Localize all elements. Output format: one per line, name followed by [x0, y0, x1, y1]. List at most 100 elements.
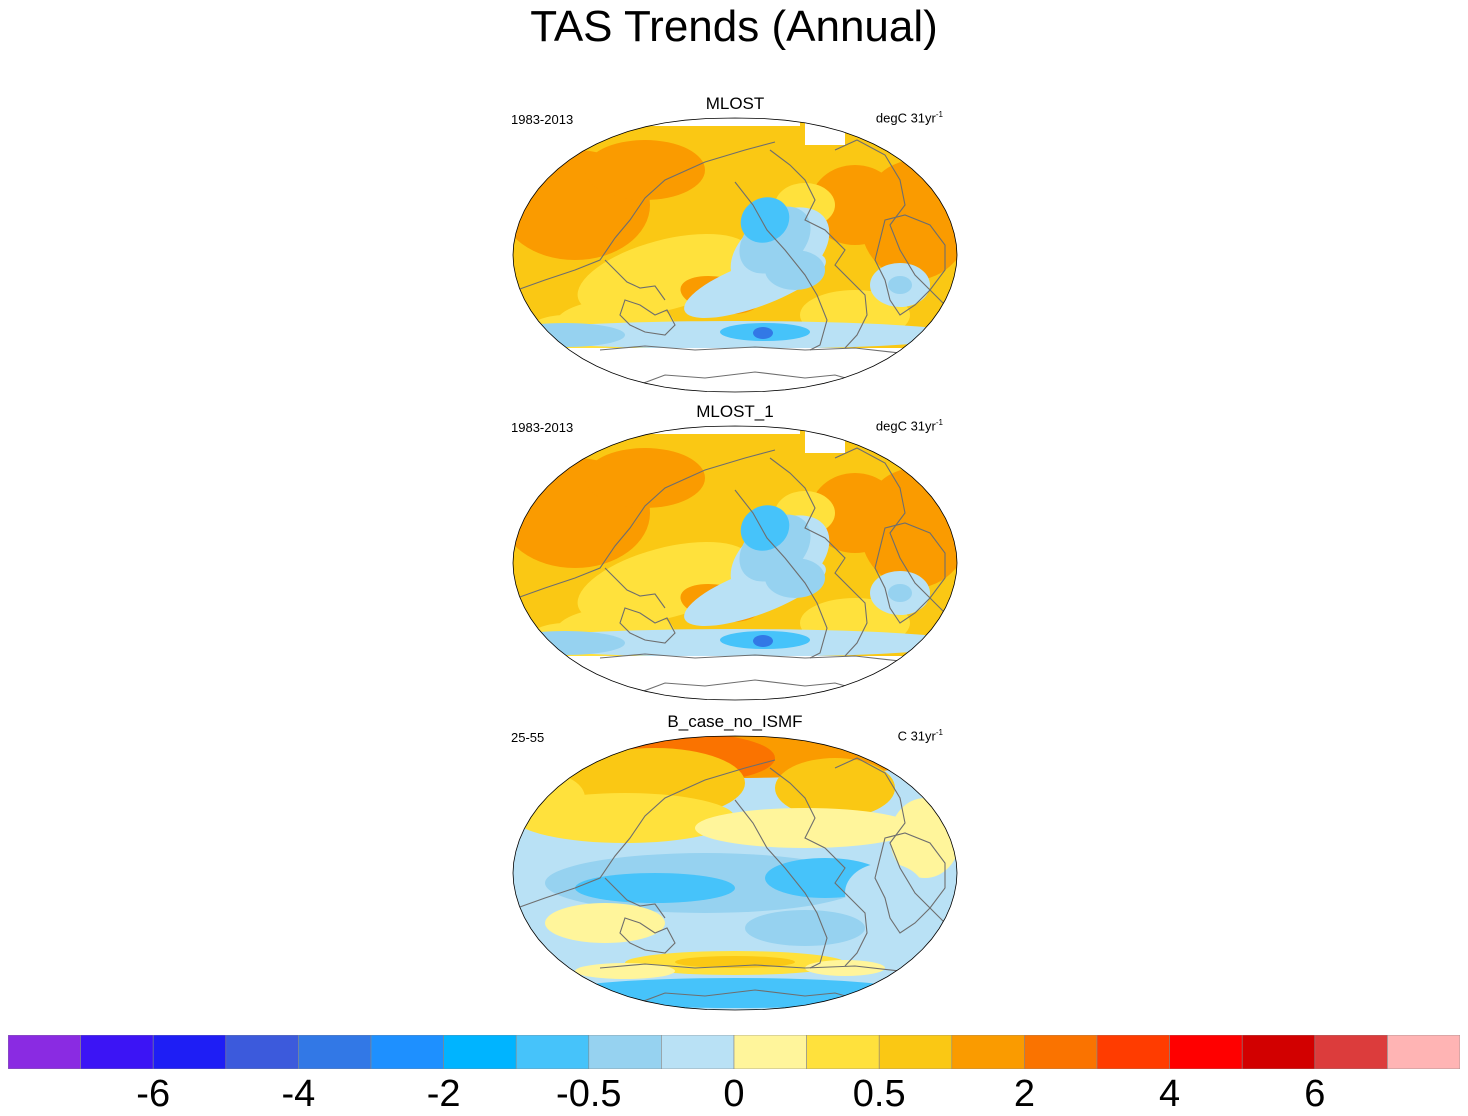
trend-region [753, 635, 773, 647]
coastline [874, 522, 946, 624]
coastline [834, 447, 951, 619]
coastline [769, 149, 868, 349]
colorbar-tick-label: 4 [1159, 1073, 1181, 1115]
colorbar-swatch [80, 1035, 154, 1069]
colorbar-swatch [806, 1035, 880, 1069]
trend-region [745, 910, 865, 946]
coastline [734, 181, 828, 351]
colorbar-tick-label: -2 [426, 1073, 461, 1115]
chart-title: TAS Trends (Annual) [530, 2, 938, 51]
colorbar-swatch [370, 1035, 444, 1069]
coastline [734, 489, 828, 659]
colorbar-swatch [1387, 1035, 1460, 1069]
trend-region [555, 978, 915, 1008]
coastline [769, 767, 868, 967]
colorbar-swatch [661, 1035, 735, 1069]
coastline [599, 345, 901, 354]
trend-region [845, 863, 925, 923]
missing-data [805, 426, 845, 453]
missing-data [513, 118, 600, 122]
coastline [619, 299, 676, 336]
panel-title: B_case_no_ISMF [667, 712, 803, 731]
trend-region [585, 140, 705, 200]
colorbar-swatch [733, 1035, 807, 1069]
coastline [604, 877, 666, 919]
trend-region [810, 165, 900, 245]
trend-region [545, 903, 665, 943]
map-outline [512, 735, 958, 1011]
colorbar-tick-label: 0.5 [852, 1073, 906, 1115]
coastline [599, 963, 901, 972]
panel-period: 25-55 [511, 730, 545, 745]
colorbar-swatch [443, 1035, 517, 1069]
panel-mlost-1: MLOST_1 1983-2013 degC 31yr-1 [505, 402, 965, 718]
colorbar-swatch [951, 1035, 1025, 1069]
colorbar-swatch [515, 1035, 590, 1069]
colorbar-swatch [1241, 1035, 1316, 1069]
colorbar-swatch [1096, 1035, 1170, 1069]
trend-region [575, 963, 675, 979]
panel-period: 1983-2013 [511, 112, 574, 127]
coastline [734, 799, 828, 969]
trend-region [765, 558, 825, 598]
colorbar-swatch [152, 1035, 227, 1069]
coastline [599, 653, 901, 662]
trend-region [675, 956, 795, 968]
coastline [516, 449, 776, 599]
trend-region [513, 323, 625, 347]
colorbar-tick-label: 0 [723, 1073, 745, 1115]
colorbar-swatch [878, 1035, 953, 1069]
trend-region [740, 197, 790, 243]
trend-region [513, 773, 585, 823]
panel-units: C 31yr-1 [897, 728, 943, 744]
coastline [624, 679, 871, 699]
panel-mlost: MLOST 1983-2013 degC 31yr-1 [505, 94, 965, 410]
coastline [624, 371, 871, 391]
colorbar-swatch [298, 1035, 372, 1069]
colorbar [8, 1035, 1460, 1069]
colorbar-labels: -6 -4 -2 -0.5 0 0.5 2 4 6 [0, 1072, 1468, 1116]
panel-b-case-no-ismf: B_case_no_ISMF 25-55 C 31yr-1 [505, 712, 965, 1028]
trend-region [695, 808, 915, 848]
coastline [834, 139, 951, 311]
trend-region [753, 327, 773, 339]
coastline [516, 141, 776, 291]
panel-units: degC 31yr-1 [875, 110, 943, 126]
panel-title: MLOST [705, 94, 765, 113]
map-b-case-no-ismf [512, 735, 958, 1011]
map-mlost [512, 117, 958, 393]
coastline [624, 989, 871, 1009]
colorbar-swatch [8, 1035, 81, 1069]
coastline [769, 457, 868, 657]
colorbar-tick-label: 2 [1013, 1073, 1035, 1115]
coastline [874, 832, 946, 934]
panel-title: MLOST_1 [696, 402, 774, 421]
coastline [604, 567, 666, 609]
trend-region [775, 758, 895, 818]
missing-data [805, 118, 845, 145]
map-outline [512, 117, 958, 393]
colorbar-swatch [1024, 1035, 1098, 1069]
colorbar-swatch [1169, 1035, 1243, 1069]
colorbar-swatch [1314, 1035, 1388, 1069]
colorbar-tick-label: -4 [281, 1073, 316, 1115]
colorbar-tick-label: -0.5 [556, 1073, 622, 1115]
trend-region [585, 448, 705, 508]
trend-region [888, 584, 912, 602]
colorbar-tick-label: -6 [136, 1073, 171, 1115]
trend-region [805, 960, 885, 976]
trend-region [888, 276, 912, 294]
trend-region [740, 505, 790, 551]
colorbar-swatch [225, 1035, 299, 1069]
missing-data [600, 118, 800, 126]
missing-data [513, 426, 600, 430]
trend-region [575, 873, 735, 903]
coastline [619, 607, 676, 644]
panel-period: 1983-2013 [511, 420, 574, 435]
trend-region [810, 473, 900, 553]
missing-data [600, 426, 800, 434]
colorbar-tick-label: 6 [1304, 1073, 1326, 1115]
coastline [874, 214, 946, 316]
coastline [834, 757, 951, 929]
trend-region [513, 631, 625, 655]
